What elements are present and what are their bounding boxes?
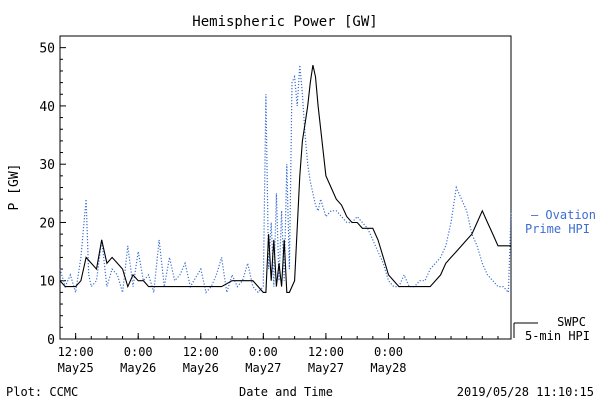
x-tick-date: May28 [370,361,406,375]
y-axis: 0 10 20 30 40 50 [39,42,66,348]
x-tick-date: May27 [308,361,344,375]
legend-label-ovation: Prime HPI [525,222,590,236]
x-tick-date: May25 [58,361,94,375]
x-tick-label: 0:00 [374,345,403,359]
plot-timestamp: 2019/05/28 11:10:15 [457,385,594,399]
y-tick-label: 50 [39,42,55,57]
plot-frame [59,35,512,340]
series-line-swpc [59,64,511,293]
y-tick-label: 0 [47,333,55,348]
x-tick-date: May26 [120,361,156,375]
x-tick-label: 12:00 [183,345,219,359]
series-layer [59,64,512,294]
x-tick-label: 12:00 [58,345,94,359]
x-axis-label: Date and Time [239,385,333,399]
legend-label-swpc: 5-min HPI [525,329,590,343]
y-tick-label: 20 [39,216,55,231]
series-line-ovation [59,65,512,294]
y-tick-label: 40 [39,100,55,115]
y-tick-label: 30 [39,158,55,173]
x-tick-date: May26 [183,361,219,375]
x-tick-label: 12:00 [308,345,344,359]
y-axis-label: P [GW] [7,164,22,211]
legend-label-swpc: SWPC [557,315,586,329]
chart-title: Hemispheric Power [GW] [192,14,377,30]
legend-label-ovation: — Ovation [531,208,596,222]
x-axis: 12:00 May25 0:00 May26 12:00 May26 0:00 May27 12… [58,333,499,375]
x-tick-date: May27 [245,361,281,375]
y-tick-label: 10 [39,275,55,290]
x-tick-label: 0:00 [124,345,153,359]
x-tick-label: 0:00 [249,345,278,359]
plot-credit: Plot: CCMC [6,385,78,399]
